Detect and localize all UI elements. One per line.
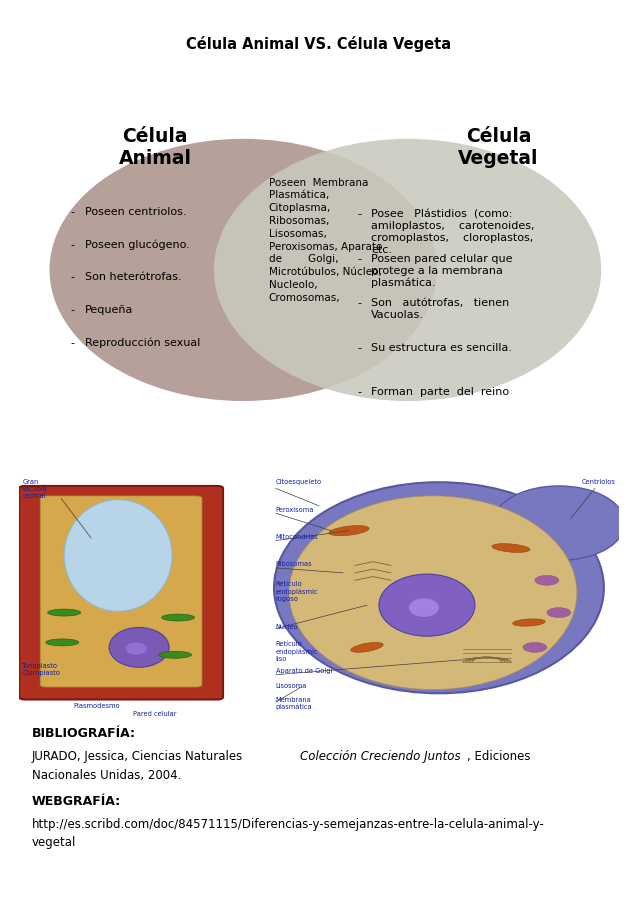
Text: Núcleo: Núcleo [276, 622, 299, 629]
Text: -: - [358, 387, 362, 397]
FancyBboxPatch shape [40, 496, 202, 687]
Text: -: - [358, 253, 362, 263]
Text: -: - [70, 337, 74, 347]
Text: Centriolos: Centriolos [582, 479, 616, 485]
Circle shape [523, 642, 547, 653]
Ellipse shape [64, 500, 172, 612]
Text: Reproducción sexual: Reproducción sexual [85, 337, 200, 348]
Text: Poseen centriolos.: Poseen centriolos. [85, 207, 186, 217]
FancyBboxPatch shape [19, 486, 223, 700]
Text: Forman  parte  del  reino: Forman parte del reino [371, 387, 509, 397]
Text: -: - [358, 343, 362, 353]
Ellipse shape [274, 483, 604, 694]
Text: Célula
Vegetal: Célula Vegetal [458, 127, 538, 168]
Text: WEBGRAFÍA:: WEBGRAFÍA: [32, 794, 121, 806]
Text: Poseen pared celular que
protege a la membrana
plasmática.: Poseen pared celular que protege a la me… [371, 253, 513, 288]
Text: Pared celular: Pared celular [133, 710, 177, 716]
Text: -: - [358, 209, 362, 219]
Text: Gran
vacuola
central: Gran vacuola central [22, 479, 48, 499]
Ellipse shape [159, 651, 191, 658]
Text: Retículo
endoplásmic
rugoso: Retículo endoplásmic rugoso [276, 581, 318, 602]
Text: Son heterótrofas.: Son heterótrofas. [85, 272, 181, 282]
Text: Membrana
plasmática: Membrana plasmática [276, 696, 313, 710]
Text: vegetal: vegetal [32, 835, 77, 848]
Text: Célula Animal VS. Célula Vegeta: Célula Animal VS. Célula Vegeta [186, 36, 452, 51]
Text: Nacionales Unidas, 2004.: Nacionales Unidas, 2004. [32, 768, 181, 781]
Text: http://es.scribd.com/doc/84571115/Diferencias-y-semejanzas-entre-la-celula-anima: http://es.scribd.com/doc/84571115/Difere… [32, 817, 545, 830]
Text: Poseen  Membrana
Plasmática,
Citoplasma,
Ribosomas,
Lisosomas,
Peroxisomas, Apar: Poseen Membrana Plasmática, Citoplasma, … [269, 178, 382, 302]
Ellipse shape [109, 628, 169, 667]
Circle shape [547, 608, 571, 618]
Text: -: - [358, 298, 362, 308]
Ellipse shape [492, 544, 530, 553]
Text: JURADO, Jessica, Ciencias Naturales: JURADO, Jessica, Ciencias Naturales [32, 750, 247, 763]
Ellipse shape [493, 486, 625, 561]
Ellipse shape [289, 496, 577, 690]
Text: Célula
Animal: Célula Animal [119, 127, 191, 168]
Circle shape [50, 140, 437, 401]
Text: Peroxisoma: Peroxisoma [276, 506, 314, 512]
Text: Plasmodesmo: Plasmodesmo [73, 703, 120, 708]
Text: Pequeña: Pequeña [85, 305, 133, 315]
Text: -: - [70, 207, 74, 217]
Ellipse shape [48, 610, 80, 616]
Text: -: - [70, 305, 74, 315]
Text: Aparato de Golgi: Aparato de Golgi [276, 667, 332, 674]
Ellipse shape [329, 526, 369, 536]
Text: Retículo
endoplásmic
liso: Retículo endoplásmic liso [276, 640, 318, 661]
Circle shape [535, 575, 559, 585]
Text: BIBLIOGRAFÍA:: BIBLIOGRAFÍA: [32, 727, 136, 740]
Ellipse shape [379, 575, 475, 637]
Text: Poseen glucógeno.: Poseen glucógeno. [85, 240, 189, 250]
Ellipse shape [46, 640, 79, 646]
Circle shape [214, 140, 601, 401]
Text: -: - [70, 272, 74, 282]
Text: -: - [70, 240, 74, 250]
Ellipse shape [126, 642, 147, 655]
Text: Son   autótrofas,   tienen
Vacuolas.: Son autótrofas, tienen Vacuolas. [371, 298, 509, 320]
Text: Tonoplasto
Cloroplasto: Tonoplasto Cloroplasto [22, 662, 60, 676]
Ellipse shape [512, 619, 545, 627]
Text: Ribosomas: Ribosomas [276, 561, 313, 566]
Text: , Ediciones: , Ediciones [467, 750, 531, 763]
Text: Citoesqueleto: Citoesqueleto [276, 479, 322, 485]
Text: Su estructura es sencilla.: Su estructura es sencilla. [371, 343, 512, 353]
Text: Mitocondrias: Mitocondrias [276, 533, 318, 539]
Ellipse shape [161, 614, 195, 621]
Text: Posee   Plástidios  (como:
amiloplastos,    carotenoides,
cromoplastos,    cloro: Posee Plástidios (como: amiloplastos, ca… [371, 209, 535, 255]
Ellipse shape [351, 643, 383, 652]
Text: Colección Creciendo Juntos: Colección Creciendo Juntos [300, 750, 461, 763]
Ellipse shape [409, 599, 439, 617]
Text: Lisosoma: Lisosoma [276, 682, 307, 688]
